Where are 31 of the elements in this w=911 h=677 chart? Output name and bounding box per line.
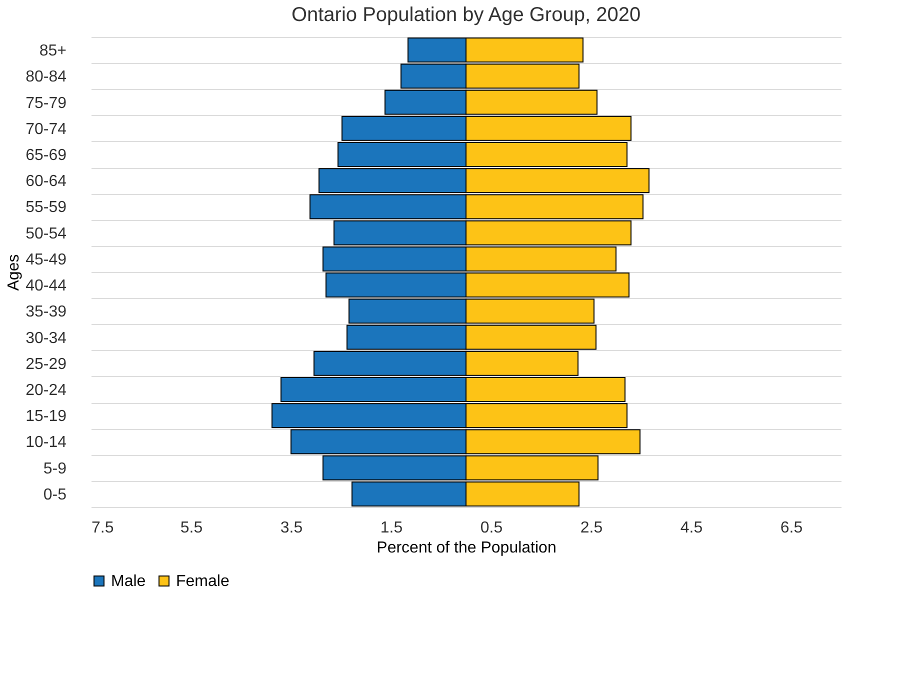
y-tick-label: 5-9: [43, 460, 67, 478]
y-tick-label: 35-39: [26, 304, 67, 321]
y-tick-label: 30-34: [26, 330, 67, 347]
y-tick-label: 70-74: [26, 120, 67, 138]
y-tick-label: 55-59: [26, 199, 67, 216]
y-tick-label: 50-54: [26, 225, 67, 242]
legend-label: Male: [111, 573, 146, 590]
y-tick-label: 80-84: [26, 68, 67, 86]
y-tick-label: 15-19: [26, 408, 67, 426]
x-tick-label: 2.5: [580, 520, 603, 536]
x-tick-label: 1.5: [380, 520, 403, 536]
x-tick-label: 4.5: [680, 520, 703, 536]
x-tick-label: 3.5: [280, 520, 303, 536]
y-tick-label: 20-24: [26, 382, 67, 399]
x-tick-label: 5.5: [180, 520, 203, 536]
x-tick-label: 0.5: [480, 520, 503, 536]
y-tick-label: 25-29: [26, 356, 67, 373]
y-tick-label: 45-49: [26, 251, 67, 268]
legend-label: Female: [176, 573, 230, 590]
y-tick-label: 10-14: [26, 434, 67, 452]
y-tick-label: 75-79: [26, 94, 67, 112]
y-axis-title: Ages: [6, 254, 23, 291]
y-tick-label: 40-44: [26, 278, 67, 295]
x-tick-label: 6.5: [780, 520, 803, 536]
y-tick-label: 65-69: [26, 147, 67, 164]
y-tick-label: 85+: [39, 42, 66, 60]
y-tick-label: 60-64: [26, 173, 67, 190]
y-tick-label: 0-5: [43, 486, 67, 504]
x-tick-label: 7.5: [92, 520, 114, 536]
x-axis-title: Percent of the Population: [376, 540, 556, 556]
chart-title: Ontario Population by Age Group, 2020: [291, 4, 641, 26]
